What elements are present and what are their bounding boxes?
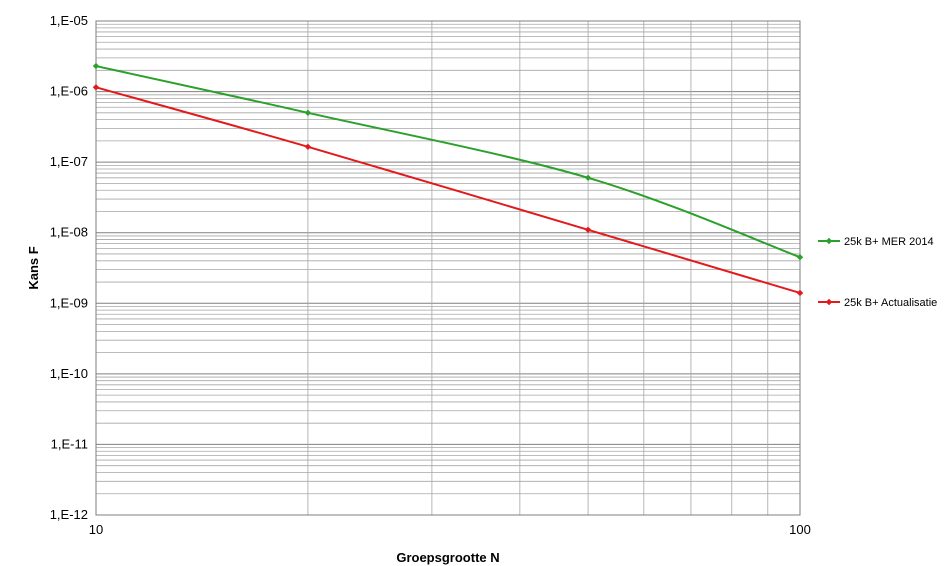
data-point	[92, 84, 100, 91]
series-layer	[92, 62, 804, 297]
legend-marker	[825, 298, 833, 306]
data-point	[304, 109, 312, 117]
y-tick-label: 1,E-12	[50, 507, 88, 522]
x-axis-tick-labels: 10 100	[89, 522, 811, 537]
x-tick-label: 100	[789, 522, 811, 537]
legend-label: 25k B+ MER 2014	[844, 236, 934, 248]
data-point	[584, 226, 592, 233]
data-point	[796, 289, 804, 297]
x-axis-title: Groepsgrootte N	[396, 550, 499, 565]
data-point	[304, 143, 312, 150]
y-tick-label: 1,E-11	[51, 436, 88, 451]
y-tick-label: 1,E-09	[50, 295, 88, 310]
legend-marker	[825, 237, 833, 245]
series-2	[92, 84, 804, 297]
plot-area-frame	[95, 20, 801, 516]
series-line	[95, 65, 801, 259]
grid-lines	[95, 21, 800, 516]
legend-label: 25k B+ Actualisatie	[844, 297, 937, 309]
data-point	[92, 62, 100, 70]
legend-item: 25k B+ MER 2014	[818, 236, 934, 248]
y-tick-label: 1,E-10	[50, 366, 88, 381]
y-axis-title: Kans F	[26, 246, 41, 289]
series-line	[95, 86, 801, 294]
y-axis-tick-labels: 1,E-05 1,E-06 1,E-07 1,E-08 1,E-09 1,E-10 1,E-…	[50, 13, 88, 522]
legend-item: 25k B+ Actualisatie	[818, 297, 937, 309]
data-point	[796, 253, 804, 261]
y-tick-label: 1,E-06	[50, 84, 88, 99]
x-tick-label: 10	[89, 522, 103, 537]
series-1	[92, 62, 804, 261]
legend: 25k B+ MER 2014 25k B+ Actualisatie	[818, 236, 937, 309]
data-point	[584, 174, 592, 181]
y-tick-label: 1,E-05	[50, 13, 88, 28]
y-tick-label: 1,E-07	[50, 154, 88, 169]
y-tick-label: 1,E-08	[50, 225, 88, 240]
